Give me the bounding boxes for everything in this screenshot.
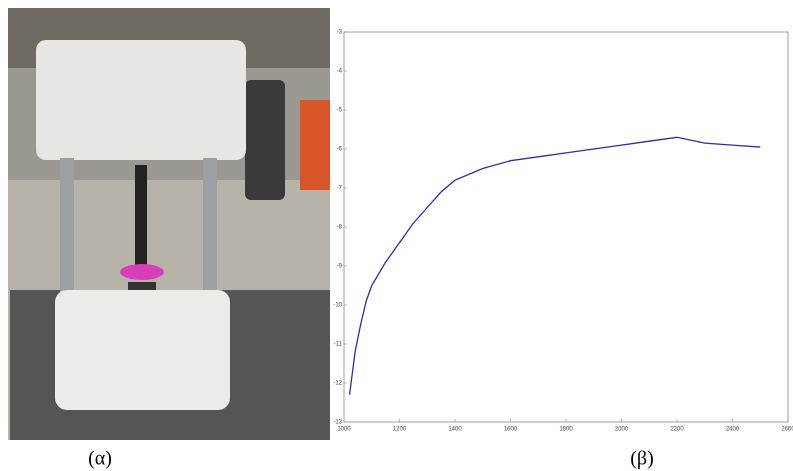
y-tick-label: -6 <box>337 147 343 153</box>
y-tick-label: -11 <box>334 342 343 348</box>
photo <box>8 8 330 440</box>
y-tick-label: -7 <box>337 186 343 192</box>
column <box>60 158 74 308</box>
data-line <box>348 136 761 395</box>
x-tick-label: 1000 <box>337 427 351 433</box>
caption: (β) <box>630 448 654 470</box>
x-tick-label: 1200 <box>393 427 407 433</box>
chair <box>245 80 285 200</box>
machine-head <box>36 40 246 160</box>
actuator <box>135 165 147 265</box>
y-tick-label: -4 <box>337 69 343 75</box>
y-tick-label: -9 <box>337 264 343 270</box>
sample-dish <box>120 264 164 280</box>
y-tick-label: -5 <box>337 108 343 114</box>
column <box>203 158 217 308</box>
y-tick-label: -8 <box>337 225 343 231</box>
x-tick-label: 2000 <box>615 427 629 433</box>
y-tick-label: -10 <box>333 303 342 309</box>
machine-base <box>55 290 230 410</box>
x-tick-label: 2600 <box>781 427 793 433</box>
x-tick-label: 2200 <box>670 427 684 433</box>
y-tick-label: -3 <box>337 30 343 36</box>
x-tick-label: 2400 <box>726 427 740 433</box>
caption: (α) <box>88 448 112 470</box>
x-tick-label: 1800 <box>559 427 573 433</box>
x-tick-label: 1400 <box>448 427 462 433</box>
y-tick-label: -13 <box>333 420 342 426</box>
orange-chair <box>300 100 330 190</box>
x-tick-label: 1600 <box>504 427 518 433</box>
y-tick-label: -12 <box>333 381 342 387</box>
